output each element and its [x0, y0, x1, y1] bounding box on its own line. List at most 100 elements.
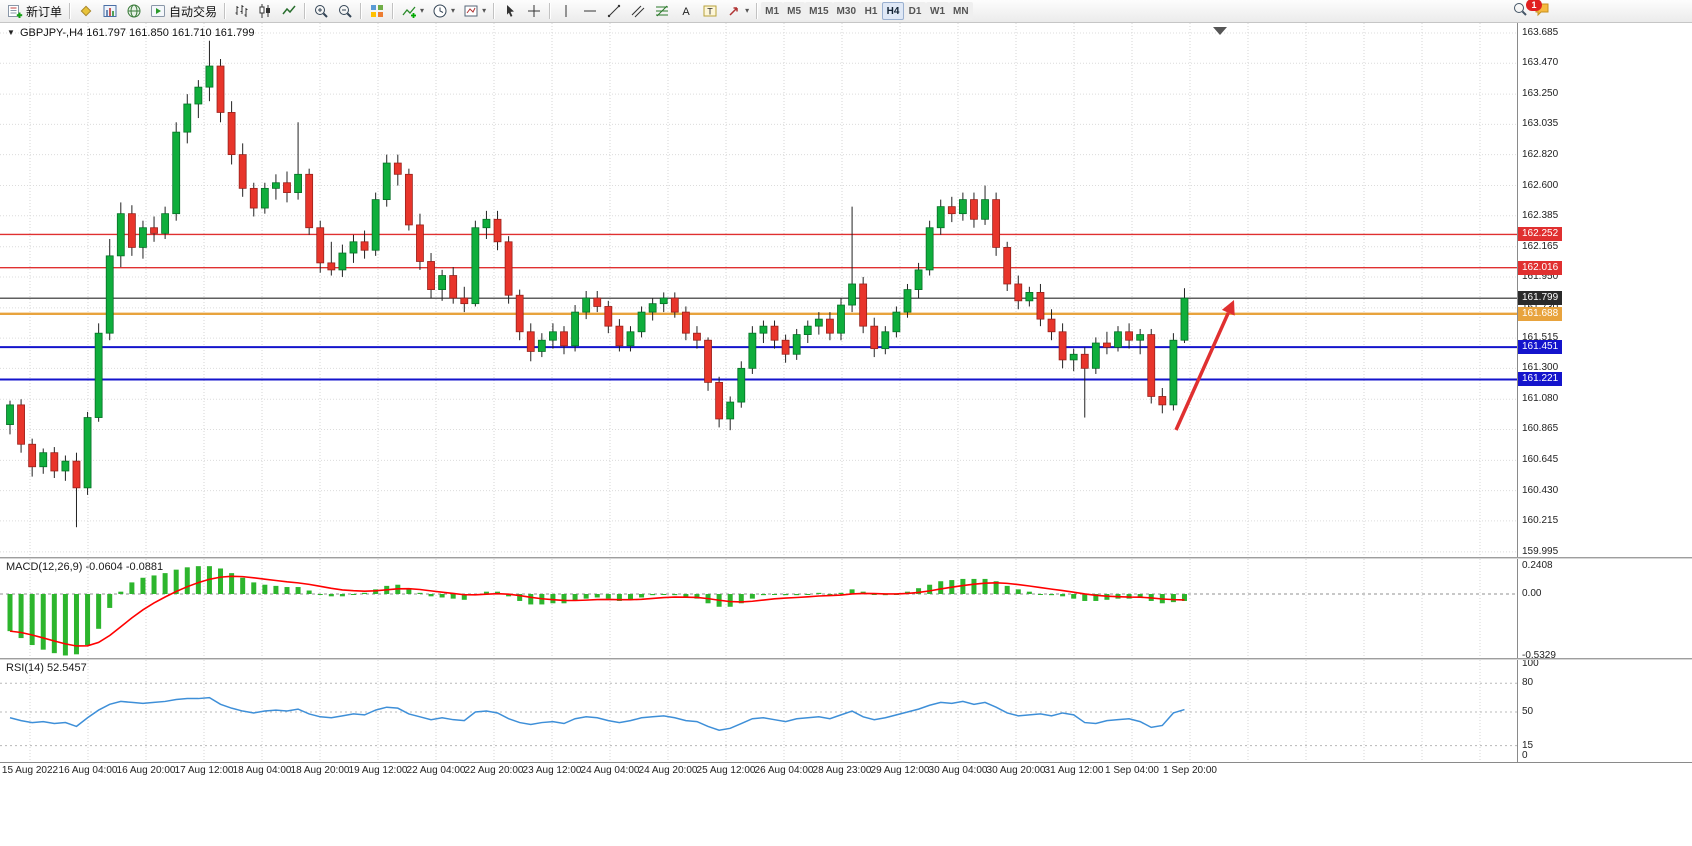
- rsi-line: [9, 696, 1185, 732]
- price-axis-border: [1517, 23, 1518, 762]
- equidistant-channel-button[interactable]: [626, 1, 650, 21]
- cursor-button[interactable]: [498, 1, 522, 21]
- indicators-button[interactable]: ▾: [397, 1, 428, 21]
- horizontal-line-button[interactable]: [578, 1, 602, 21]
- toolbar-separator: [392, 3, 395, 19]
- line-chart-button[interactable]: [277, 1, 301, 21]
- timeframe-h1-button[interactable]: H1: [860, 2, 882, 20]
- toolbar-separator: [756, 3, 759, 19]
- macd-splitter[interactable]: [0, 557, 1692, 559]
- main-chart[interactable]: [0, 23, 1517, 557]
- templates-button[interactable]: ▾: [459, 1, 490, 21]
- timeframe-m30-button[interactable]: M30: [832, 2, 860, 20]
- new-order-button[interactable]: 新订单: [3, 1, 66, 21]
- tile-windows-button[interactable]: [365, 1, 389, 21]
- chart-symbol-period: GBPJPY-,H4: [19, 27, 84, 39]
- price-tag: 161.221: [1518, 372, 1563, 387]
- vertical-line-button[interactable]: [554, 1, 578, 21]
- price-axis-label: 162.820: [1522, 148, 1559, 160]
- timeframe-m1-button[interactable]: M1: [761, 2, 784, 20]
- price-axis-label: 161.300: [1522, 362, 1559, 374]
- autotrading-icon: [150, 3, 166, 19]
- chart-ohlc-quote: 161.797 161.850 161.710 161.799: [86, 27, 255, 39]
- rsi-name: RSI(14): [6, 662, 44, 674]
- timeframe-d1-button[interactable]: D1: [904, 2, 926, 20]
- time-axis-label: 30 Aug 20:00: [986, 765, 1046, 776]
- price-tag: 162.252: [1518, 227, 1563, 242]
- time-axis-border: [0, 762, 1692, 763]
- rsi-panel[interactable]: [0, 660, 1517, 762]
- time-axis-label: 26 Aug 04:00: [754, 765, 814, 776]
- level-lines: [0, 233, 1517, 381]
- macd-axis-label: -0.5329: [1522, 649, 1556, 661]
- market-watch-button[interactable]: [98, 1, 122, 21]
- timeframe-m15-button[interactable]: M15: [805, 2, 833, 20]
- timeframe-w1-button[interactable]: W1: [926, 2, 949, 20]
- text-label-icon: T: [702, 3, 718, 19]
- text-label-button[interactable]: T: [698, 1, 722, 21]
- horizontal-line-icon: [582, 3, 598, 19]
- timeframe-group: M1 M5 M15 M30 H1 H4 D1 W1 MN: [761, 2, 973, 20]
- crosshair-button[interactable]: [522, 1, 546, 21]
- price-axis-label: 160.215: [1522, 514, 1559, 526]
- metaeditor-button[interactable]: [74, 1, 98, 21]
- bar-chart-icon: [233, 3, 249, 19]
- price-axis-label: 163.250: [1522, 88, 1559, 100]
- time-axis-label: 29 Aug 12:00: [870, 765, 930, 776]
- search-button[interactable]: [1512, 1, 1528, 22]
- rsi-levels: [0, 682, 1517, 747]
- time-axis-label: 22 Aug 20:00: [464, 765, 524, 776]
- search-icon: [1512, 1, 1528, 17]
- zoom-in-button[interactable]: [309, 1, 333, 21]
- zoom-in-icon: [313, 3, 329, 19]
- macd-panel-label: MACD(12,26,9) -0.0604 -0.0881: [6, 561, 163, 573]
- vertical-line-icon: [558, 3, 574, 19]
- candlestick-chart-button[interactable]: [253, 1, 277, 21]
- timeframe-m5-button[interactable]: M5: [783, 2, 806, 20]
- price-axis-label: 161.515: [1522, 332, 1559, 344]
- toolbar-group: 新订单: [3, 1, 66, 21]
- arrows-button[interactable]: ▾: [722, 1, 753, 21]
- new-order-icon: [7, 3, 23, 19]
- price-axis-label: 162.165: [1522, 240, 1559, 252]
- time-axis-label: 16 Aug 04:00: [58, 765, 118, 776]
- trendline-button[interactable]: [602, 1, 626, 21]
- time-axis-label: 24 Aug 04:00: [580, 765, 640, 776]
- rsi-splitter[interactable]: [0, 658, 1692, 660]
- toolbar-separator: [69, 3, 72, 19]
- macd-axis-label: 0.2408: [1522, 560, 1553, 572]
- autotrading-button[interactable]: 自动交易: [146, 1, 221, 21]
- rsi-axis-label: 50: [1522, 706, 1534, 717]
- fibonacci-icon: [654, 3, 670, 19]
- line-chart-icon: [281, 3, 297, 19]
- history-center-button[interactable]: [122, 1, 146, 21]
- timeframe-h4-button[interactable]: H4: [882, 2, 904, 20]
- time-axis-label: 18 Aug 04:00: [232, 765, 292, 776]
- metaeditor-icon: [78, 3, 94, 19]
- bar-chart-button[interactable]: [229, 1, 253, 21]
- zoom-out-button[interactable]: [333, 1, 357, 21]
- chevron-down-icon: ▾: [451, 6, 456, 15]
- text-button[interactable]: A: [674, 1, 698, 21]
- toolbar-group: [498, 1, 546, 21]
- macd-panel[interactable]: [0, 559, 1517, 658]
- periods-button[interactable]: ▾: [428, 1, 459, 21]
- candles: [6, 40, 1189, 528]
- time-axis-label: 17 Aug 12:00: [174, 765, 234, 776]
- new-order-label: 新订单: [26, 4, 63, 19]
- horizontal-grid: [0, 32, 1517, 553]
- time-axis-label: 16 Aug 20:00: [116, 765, 176, 776]
- price-axis-label: 160.645: [1522, 454, 1559, 466]
- chart-collapse-icon[interactable]: ▼: [7, 28, 15, 37]
- fibonacci-button[interactable]: [650, 1, 674, 21]
- rsi-axis-label: 100: [1522, 658, 1539, 669]
- chat-button[interactable]: 1: [1526, 0, 1550, 22]
- rsi-panel-label: RSI(14) 52.5457: [6, 662, 87, 674]
- toolbar-separator: [224, 3, 227, 19]
- price-tag: 161.451: [1518, 340, 1563, 355]
- history-center-icon: [126, 3, 142, 19]
- price-axis-label: 160.430: [1522, 484, 1559, 496]
- vertical-grid: [29, 660, 1481, 762]
- macd-axis-label: 0.00: [1522, 588, 1542, 599]
- timeframe-mn-button[interactable]: MN: [949, 2, 973, 20]
